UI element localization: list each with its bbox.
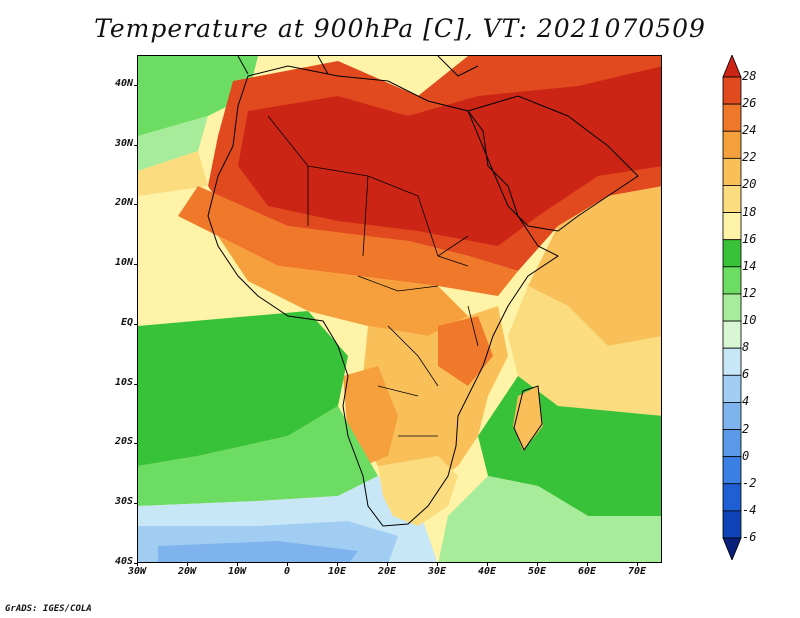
coastline-madagascar: [513, 385, 543, 452]
x-tick-label: 0: [283, 566, 291, 577]
colorbar-swatch: [722, 510, 742, 539]
field-south-africa: [378, 456, 458, 526]
colorbar-swatch: [722, 157, 742, 186]
x-tick-label: 20W: [177, 566, 197, 577]
colorbar-level-label: 8: [742, 340, 750, 355]
y-tick-mark: [134, 503, 137, 505]
colorbar-swatch: [722, 239, 742, 268]
field-south-atlantic-green: [138, 311, 348, 466]
field-east-africa-warm: [438, 316, 493, 386]
x-tick-label: 10E: [327, 566, 347, 577]
colorbar-level-label: -2: [742, 475, 757, 490]
credit-label: GrADS: IGES/COLA: [5, 604, 92, 614]
y-tick-label: 40S: [114, 556, 133, 567]
colorbar-swatch: [722, 266, 742, 295]
y-tick-label: 10N: [114, 257, 133, 269]
y-tick-mark: [134, 383, 137, 385]
colorbar-swatch: [722, 483, 742, 512]
x-tick-mark: [487, 563, 488, 566]
colorbar-swatch: [722, 55, 742, 78]
x-tick-mark: [137, 563, 138, 566]
field-south-indian-light: [438, 476, 661, 562]
colorbar-level-label: 0: [742, 448, 750, 463]
field-sahel-warm: [178, 186, 518, 296]
y-tick-label: 40N: [114, 77, 133, 89]
y-tick-label: 30S: [114, 496, 133, 508]
x-tick-label: 50E: [527, 566, 547, 577]
x-tick-mark: [337, 563, 338, 566]
colorbar-swatch: [722, 537, 742, 560]
colorbar-level-label: 20: [742, 177, 757, 192]
field-indian-ocean: [508, 286, 661, 416]
field-arabian-sea: [528, 186, 661, 346]
colorbar-level-label: 26: [742, 96, 757, 111]
x-tick-label: 10W: [227, 566, 247, 577]
y-tick-mark: [134, 144, 137, 146]
y-tick-mark: [134, 443, 137, 445]
colorbar-swatch: [722, 293, 742, 322]
x-tick-label: 30W: [127, 566, 147, 577]
x-tick-mark: [587, 563, 588, 566]
map-title: Temperature at 900hPa [C], VT: 202107050…: [94, 14, 706, 43]
x-tick-mark: [437, 563, 438, 566]
colorbar-level-label: -6: [742, 530, 757, 544]
colorbar-swatch: [722, 456, 742, 485]
colorbar-level-label: -4: [742, 502, 757, 517]
y-tick-label: EQ: [120, 316, 133, 328]
y-tick-label: 20S: [114, 436, 133, 448]
field-north-atlantic: [138, 56, 258, 136]
x-tick-label: 70E: [627, 566, 647, 577]
field-canary-cool: [138, 151, 208, 196]
colorbar-level-label: 14: [742, 258, 757, 273]
x-tick-mark: [637, 563, 638, 566]
x-tick-label: 60E: [577, 566, 597, 577]
colorbar-level-label: 6: [742, 367, 750, 382]
y-tick-mark: [134, 204, 137, 206]
y-tick-label: 10S: [114, 376, 133, 388]
colorbar-level-label: 24: [742, 123, 757, 138]
y-tick-label: 20N: [114, 197, 133, 209]
colorbar-level-label: 10: [742, 313, 757, 328]
x-tick-mark: [287, 563, 288, 566]
y-tick-label: 30N: [114, 137, 133, 149]
y-tick-mark: [134, 264, 137, 266]
field-south-atlantic-light: [138, 406, 378, 506]
field-west-africa: [218, 236, 468, 336]
colorbar-level-label: 12: [742, 285, 757, 300]
colorbar-swatch: [722, 402, 742, 430]
y-tick-mark: [134, 563, 137, 564]
coastline-arabia: [467, 95, 639, 232]
colorbar-level-label: 2: [742, 421, 750, 436]
x-tick-mark: [187, 563, 188, 566]
x-tick-mark: [537, 563, 538, 566]
colorbar-level-label: 18: [742, 204, 757, 219]
x-tick-label: 40E: [477, 566, 497, 577]
colorbar-level-label: 16: [742, 231, 757, 246]
colorbar-swatch: [722, 76, 742, 105]
colorbar-swatch: [722, 347, 742, 376]
field-north-atlantic-light: [138, 116, 208, 171]
y-tick-mark: [134, 323, 137, 325]
x-tick-mark: [387, 563, 388, 566]
field-southern-deep: [158, 541, 358, 562]
coastline-europe: [237, 56, 479, 77]
colorbar-swatch: [722, 320, 742, 349]
colorbar-swatch: [722, 212, 742, 241]
borders: [267, 115, 479, 437]
colorbar-swatch: [722, 130, 742, 159]
colorbar-swatch: [722, 429, 742, 458]
coastline-africa: [207, 65, 559, 527]
y-tick-mark: [134, 84, 137, 86]
colorbar-level-label: 22: [742, 150, 757, 165]
colorbar-level-label: 28: [742, 69, 757, 83]
x-tick-label: 30E: [427, 566, 447, 577]
x-tick-label: 20E: [377, 566, 397, 577]
colorbar-level-label: 4: [742, 394, 750, 409]
colorbar-swatch: [722, 185, 742, 213]
colorbar: [722, 55, 742, 560]
temperature-map: [137, 55, 662, 563]
colorbar-swatch: [722, 374, 742, 403]
x-tick-mark: [237, 563, 238, 566]
colorbar-swatch: [722, 103, 742, 132]
